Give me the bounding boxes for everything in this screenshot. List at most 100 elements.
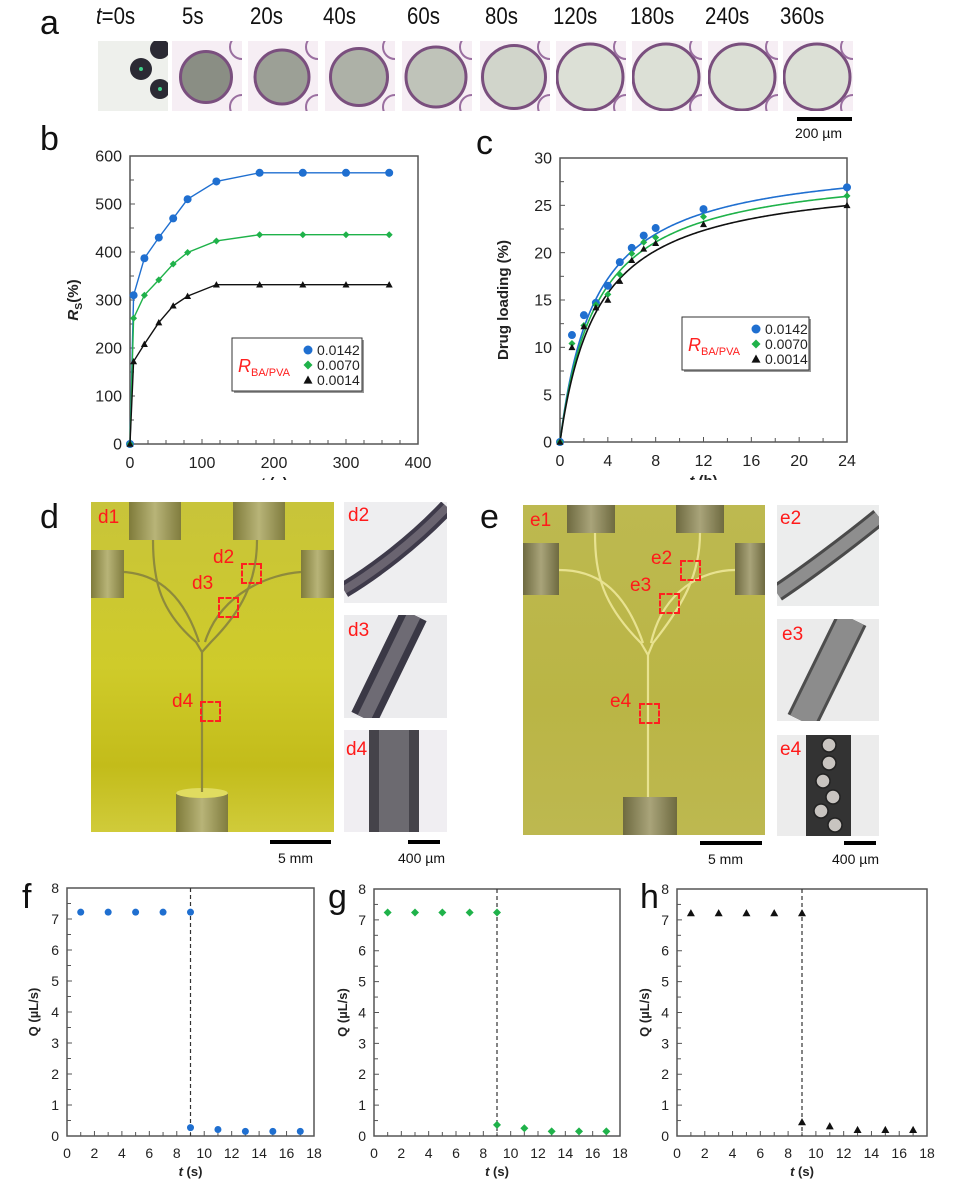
panel-letter-d: d	[40, 498, 59, 536]
data-point	[298, 168, 307, 177]
legend-marker	[303, 360, 313, 370]
y-tick-label: 300	[95, 293, 122, 310]
y-tick-label: 6	[661, 943, 669, 959]
y-tick-label: 6	[358, 943, 366, 959]
scale-bar-a	[797, 117, 852, 121]
fit-curve-0.0142	[559, 187, 846, 443]
legend-box	[231, 337, 363, 392]
scale-bar-d-main	[270, 840, 331, 844]
region-box-e2	[680, 560, 701, 581]
y-tick-label: 1	[51, 1097, 59, 1113]
series-line-0.0142	[129, 172, 390, 445]
label-e2-inset: e2	[780, 508, 802, 529]
label-d4: d4	[172, 691, 194, 712]
x-tick-label: 10	[196, 1145, 212, 1161]
data-point	[184, 248, 192, 256]
data-point	[575, 1127, 583, 1136]
x-tick-label: 0	[673, 1145, 681, 1161]
data-point	[299, 281, 307, 288]
y-tick-label: 200	[95, 341, 122, 358]
data-point	[714, 909, 723, 917]
x-tick-label: 16	[585, 1145, 601, 1161]
x-tick-label: 100	[189, 455, 216, 472]
data-point	[140, 254, 149, 263]
panel-letter-c: c	[476, 124, 493, 162]
panel-letter-f: f	[22, 878, 32, 916]
data-point	[126, 440, 134, 447]
scale-bar-e-inset	[844, 841, 876, 845]
x-tick-label: 16	[279, 1145, 295, 1161]
region-box-d4	[200, 701, 221, 722]
data-point	[493, 908, 501, 917]
data-point	[628, 250, 636, 258]
panel-letter-e: e	[480, 498, 499, 536]
data-point	[214, 1125, 222, 1133]
legend-marker	[303, 375, 313, 384]
data-point	[699, 205, 708, 214]
label-e3-inset: e3	[782, 624, 804, 645]
data-point	[385, 231, 393, 239]
data-point	[700, 213, 707, 221]
data-point	[411, 908, 419, 917]
x-tick-label: 18	[612, 1145, 628, 1161]
panel-letter-a: a	[40, 4, 59, 42]
data-point	[187, 908, 194, 916]
legend-marker	[751, 324, 761, 334]
y-tick-label: 0	[543, 435, 552, 452]
y-tick-label: 0	[358, 1128, 366, 1144]
data-point	[132, 908, 140, 916]
y-tick-label: 500	[95, 197, 122, 214]
legend-label: 0.0014	[317, 372, 360, 388]
data-point	[296, 1127, 304, 1135]
legend-label: 0.0070	[317, 357, 360, 373]
data-point	[547, 1127, 556, 1136]
y-tick-label: 5	[661, 974, 669, 990]
y-tick-label: 8	[358, 881, 366, 897]
legend-marker	[751, 339, 761, 349]
data-point	[212, 281, 220, 288]
data-point	[130, 357, 138, 365]
x-tick-label: 300	[333, 455, 360, 472]
y-tick-label: 3	[358, 1035, 366, 1051]
y-axis-label: Drug loading (%)	[495, 240, 512, 360]
chip-diagram-d1	[91, 502, 334, 832]
data-point	[169, 302, 177, 309]
y-tick-label: 20	[534, 245, 552, 262]
data-point	[843, 192, 851, 200]
time-label-5: 80s	[485, 3, 518, 30]
time-label-0: t=0s	[96, 3, 136, 30]
x-tick-label: 16	[742, 453, 760, 470]
data-point	[604, 290, 612, 298]
data-point	[255, 168, 264, 177]
data-point	[385, 168, 394, 177]
label-e3: e3	[630, 575, 652, 596]
x-tick-label: 8	[651, 453, 660, 470]
data-point	[169, 260, 177, 268]
x-tick-label: 18	[306, 1145, 322, 1161]
data-point	[212, 177, 221, 186]
data-point	[256, 281, 264, 288]
x-tick-label: 12	[695, 453, 713, 470]
label-d2-inset: d2	[348, 505, 370, 526]
data-point	[154, 233, 163, 242]
data-point	[269, 1127, 277, 1135]
x-tick-label: 6	[452, 1145, 460, 1161]
legend-box	[681, 316, 810, 371]
y-tick-label: 3	[661, 1035, 669, 1051]
label-d3: d3	[192, 573, 214, 594]
x-tick-label: 6	[145, 1145, 153, 1161]
inset-photo-e3	[777, 619, 879, 721]
label-d4-inset: d4	[346, 739, 368, 760]
x-tick-label: 18	[919, 1145, 935, 1161]
y-tick-label: 100	[95, 389, 122, 406]
x-tick-label: 10	[808, 1145, 824, 1161]
y-tick-label: 2	[661, 1066, 669, 1082]
data-point	[385, 281, 393, 288]
data-point	[256, 231, 264, 239]
x-axis-label: t (s)	[485, 1164, 509, 1179]
data-point	[651, 224, 660, 233]
inset-photo-e2	[777, 505, 879, 606]
x-tick-label: 2	[701, 1145, 709, 1161]
